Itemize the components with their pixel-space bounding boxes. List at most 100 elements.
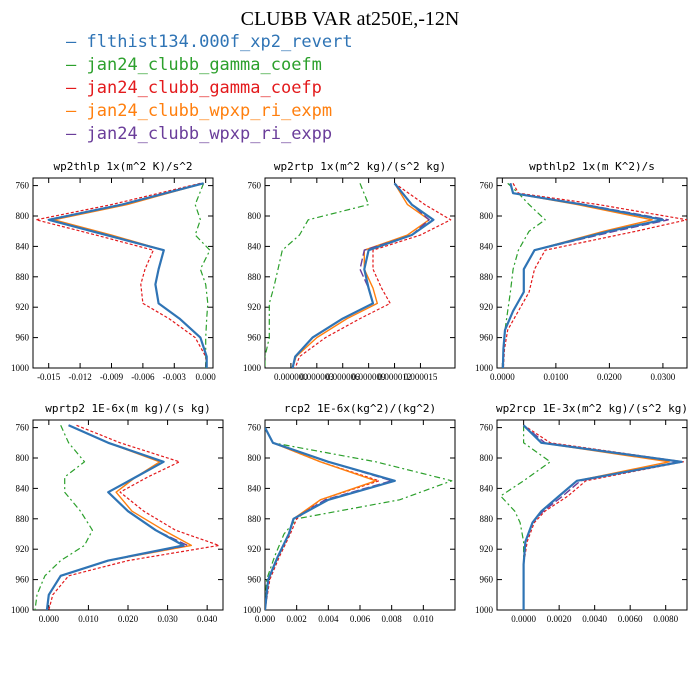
y-tick-label: 920 <box>480 544 494 554</box>
legend-label: jan24_clubb_wpxp_ri_expm <box>86 101 333 121</box>
y-tick-label: 880 <box>248 514 262 524</box>
y-tick-label: 760 <box>480 181 494 191</box>
series-line <box>34 425 94 610</box>
panel-title: rcp2 1E-6x(kg^2)/(kg^2) <box>284 402 436 415</box>
y-tick-label: 800 <box>480 453 494 463</box>
y-tick-label: 760 <box>480 423 494 433</box>
series-line <box>502 183 653 368</box>
y-tick-label: 840 <box>248 241 262 251</box>
legend-label: jan24_clubb_wpxp_ri_expp <box>86 124 333 144</box>
series-line <box>265 427 377 610</box>
x-tick-label: 0.0080 <box>653 614 678 624</box>
x-tick-label: 0.020 <box>118 614 139 624</box>
y-tick-label: 960 <box>16 575 30 585</box>
legend-item: — flthist134.000f_xp2_revert <box>66 31 353 54</box>
x-tick-label: 0.010 <box>78 614 99 624</box>
series-line <box>45 424 185 610</box>
y-tick-label: 800 <box>248 453 262 463</box>
y-tick-label: 840 <box>480 241 494 251</box>
y-tick-label: 1000 <box>475 605 494 615</box>
x-tick-label: 0.0100 <box>543 372 568 382</box>
panel-title: wp2rcp 1E-3x(m^2 kg)/(s^2 kg) <box>496 402 688 415</box>
x-tick-label: 0.030 <box>157 614 178 624</box>
panel-frame <box>496 419 688 611</box>
chart-title: CLUBB VAR at250E,-12N <box>240 8 460 30</box>
series-line <box>500 425 551 610</box>
y-tick-label: 920 <box>16 302 30 312</box>
y-tick-label: 760 <box>248 423 262 433</box>
series-line <box>194 183 211 368</box>
y-tick-label: 760 <box>16 423 30 433</box>
y-tick-label: 920 <box>480 302 494 312</box>
panel-frame <box>264 419 456 611</box>
x-tick-label: 0.0000 <box>490 372 515 382</box>
x-tick-label: 0.000 <box>39 614 60 624</box>
x-tick-label: 0.0000 <box>511 614 536 624</box>
legend-line-icon: — <box>66 32 77 52</box>
y-tick-label: 880 <box>16 514 30 524</box>
series-line <box>502 183 687 368</box>
y-tick-label: 960 <box>16 333 30 343</box>
series-line <box>46 424 189 610</box>
y-tick-label: 960 <box>248 575 262 585</box>
legend-line-icon: — <box>66 55 77 75</box>
x-tick-label: 0.000 <box>255 614 276 624</box>
legend-item: — jan24_clubb_gamma_coefm <box>66 54 353 77</box>
x-tick-label: 0.0040 <box>582 614 607 624</box>
series-line <box>291 182 430 368</box>
x-tick-label: 0.000 <box>196 372 217 382</box>
series-line <box>35 182 208 368</box>
y-tick-label: 960 <box>248 333 262 343</box>
series-line <box>48 182 208 368</box>
x-tick-label: 0.002 <box>287 614 307 624</box>
x-tick-label: 0.010 <box>413 614 434 624</box>
y-tick-label: 1000 <box>243 605 262 615</box>
panel-title: wpthlp2 1x(m K^2)/s <box>529 160 655 173</box>
y-tick-label: 800 <box>16 211 30 221</box>
x-tick-label: 0.0200 <box>597 372 622 382</box>
y-tick-label: 1000 <box>243 363 262 373</box>
x-tick-label: -0.009 <box>100 372 124 382</box>
y-tick-label: 1000 <box>11 363 30 373</box>
x-tick-label: 0.006 <box>350 614 371 624</box>
x-tick-label: 0.040 <box>197 614 218 624</box>
y-tick-label: 800 <box>480 211 494 221</box>
legend-item: — jan24_clubb_gamma_coefp <box>66 77 353 100</box>
series-line <box>522 424 683 610</box>
x-tick-label: 0.0060 <box>618 614 643 624</box>
y-tick-label: 760 <box>248 181 262 191</box>
panel-title: wp2thlp 1x(m^2 K)/s^2 <box>53 160 192 173</box>
series-line <box>265 427 380 610</box>
series-line <box>522 424 670 610</box>
panel-frame <box>32 177 214 369</box>
legend-item: — jan24_clubb_wpxp_ri_expp <box>66 123 353 146</box>
legend-label: jan24_clubb_gamma_coefm <box>86 55 322 75</box>
legend-line-icon: — <box>66 124 77 144</box>
series-line <box>265 427 396 610</box>
y-tick-label: 880 <box>480 272 494 282</box>
series-line <box>294 182 452 368</box>
series-line <box>265 427 393 610</box>
legend-line-icon: — <box>66 101 77 121</box>
y-tick-label: 920 <box>248 544 262 554</box>
x-tick-label: 0.008 <box>382 614 403 624</box>
x-tick-label: -0.003 <box>163 372 187 382</box>
y-tick-label: 840 <box>480 483 494 493</box>
panel-frame <box>264 177 456 369</box>
series-line <box>291 182 435 368</box>
y-tick-label: 960 <box>480 333 494 343</box>
panel-title: wp2rtp 1x(m^2 kg)/(s^2 kg) <box>274 160 446 173</box>
legend: — flthist134.000f_xp2_revert — jan24_clu… <box>66 31 353 146</box>
legend-label: jan24_clubb_gamma_coefp <box>86 78 322 98</box>
legend-item: — jan24_clubb_wpxp_ri_expm <box>66 100 353 123</box>
series-line <box>46 424 193 610</box>
series-line <box>502 183 669 368</box>
y-tick-label: 920 <box>16 544 30 554</box>
y-tick-label: 1000 <box>475 363 494 373</box>
y-tick-label: 840 <box>248 483 262 493</box>
x-tick-label: -0.006 <box>131 372 155 382</box>
y-tick-label: 1000 <box>11 605 30 615</box>
y-tick-label: 960 <box>480 575 494 585</box>
y-tick-label: 880 <box>16 272 30 282</box>
panel-frame <box>496 177 688 369</box>
